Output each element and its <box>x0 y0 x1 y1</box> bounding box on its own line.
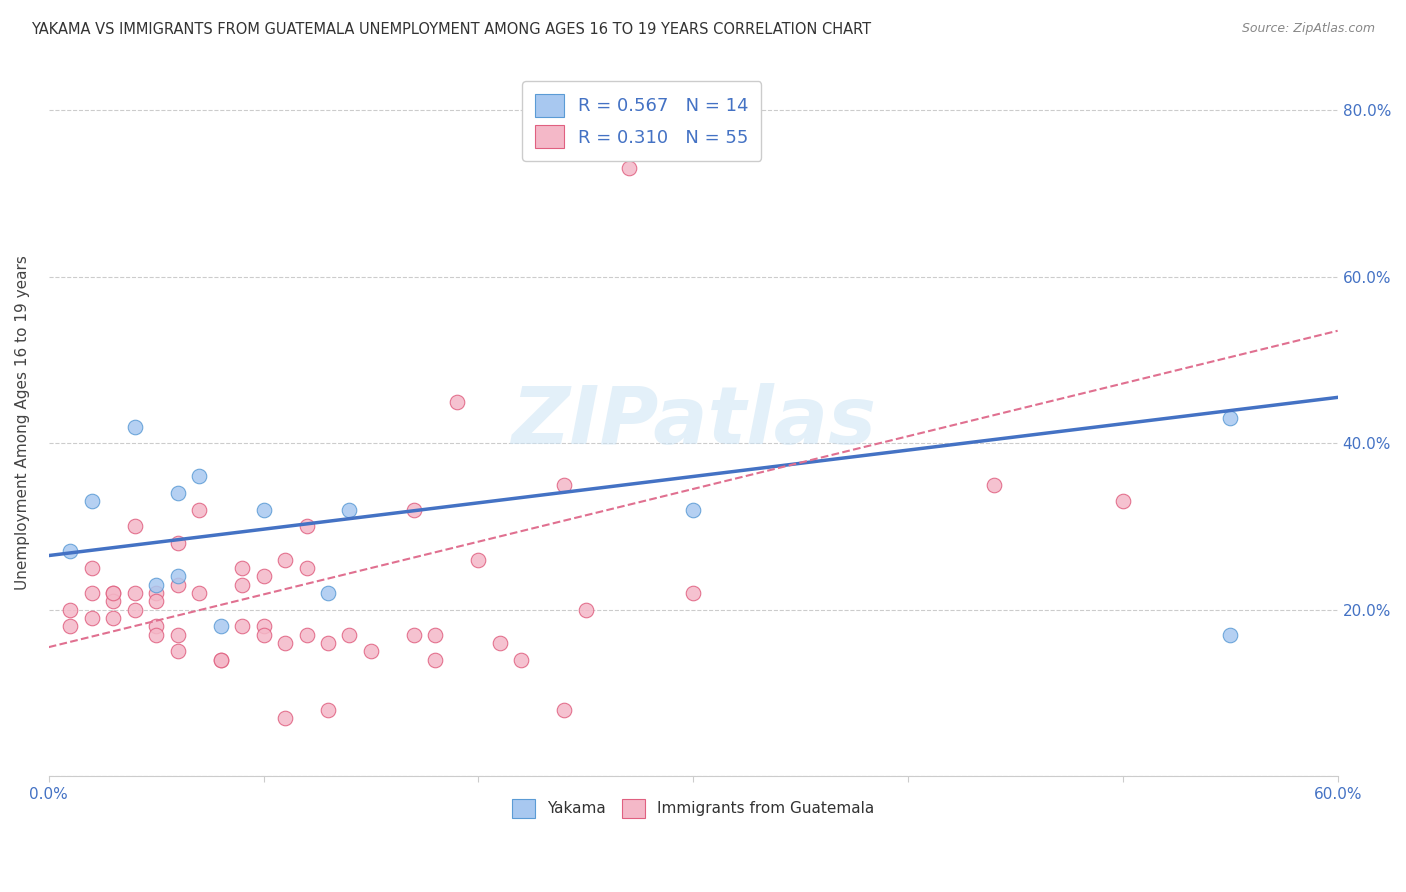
Point <box>188 469 211 483</box>
Point <box>682 502 704 516</box>
Point <box>316 586 339 600</box>
Point <box>1112 494 1135 508</box>
Point <box>124 419 146 434</box>
Point <box>1219 627 1241 641</box>
Point <box>252 569 274 583</box>
Point <box>103 611 125 625</box>
Point <box>145 577 167 591</box>
Point <box>59 602 82 616</box>
Point <box>166 577 188 591</box>
Point <box>553 702 575 716</box>
Point <box>80 494 103 508</box>
Point <box>252 627 274 641</box>
Point <box>166 627 188 641</box>
Point <box>575 602 598 616</box>
Point <box>316 702 339 716</box>
Point <box>231 619 253 633</box>
Point <box>188 586 211 600</box>
Legend: Yakama, Immigrants from Guatemala: Yakama, Immigrants from Guatemala <box>505 791 882 825</box>
Point <box>103 586 125 600</box>
Point <box>145 586 167 600</box>
Point <box>983 477 1005 491</box>
Point <box>252 619 274 633</box>
Point <box>316 636 339 650</box>
Point <box>59 619 82 633</box>
Point <box>402 627 425 641</box>
Point <box>252 502 274 516</box>
Point <box>166 486 188 500</box>
Point <box>231 577 253 591</box>
Point <box>446 394 468 409</box>
Point <box>209 652 232 666</box>
Text: Source: ZipAtlas.com: Source: ZipAtlas.com <box>1241 22 1375 36</box>
Point <box>295 561 318 575</box>
Point <box>510 652 533 666</box>
Point <box>80 611 103 625</box>
Point <box>209 652 232 666</box>
Point <box>166 644 188 658</box>
Point <box>209 619 232 633</box>
Point <box>295 627 318 641</box>
Point <box>339 502 361 516</box>
Point <box>166 569 188 583</box>
Point <box>59 544 82 558</box>
Point <box>360 644 382 658</box>
Point <box>188 502 211 516</box>
Y-axis label: Unemployment Among Ages 16 to 19 years: Unemployment Among Ages 16 to 19 years <box>15 255 30 590</box>
Point <box>425 652 447 666</box>
Point <box>274 636 297 650</box>
Point <box>103 586 125 600</box>
Point <box>467 552 489 566</box>
Point <box>489 636 512 650</box>
Point <box>124 602 146 616</box>
Text: ZIPatlas: ZIPatlas <box>510 384 876 461</box>
Text: YAKAMA VS IMMIGRANTS FROM GUATEMALA UNEMPLOYMENT AMONG AGES 16 TO 19 YEARS CORRE: YAKAMA VS IMMIGRANTS FROM GUATEMALA UNEM… <box>31 22 872 37</box>
Point <box>339 627 361 641</box>
Point <box>145 619 167 633</box>
Point <box>166 536 188 550</box>
Point <box>103 594 125 608</box>
Point <box>295 519 318 533</box>
Point <box>124 519 146 533</box>
Point <box>80 586 103 600</box>
Point <box>402 502 425 516</box>
Point <box>274 552 297 566</box>
Point <box>617 161 640 176</box>
Point <box>1219 411 1241 425</box>
Point <box>274 711 297 725</box>
Point <box>124 586 146 600</box>
Point <box>425 627 447 641</box>
Point <box>553 477 575 491</box>
Point <box>145 594 167 608</box>
Point <box>231 561 253 575</box>
Point <box>80 561 103 575</box>
Point <box>682 586 704 600</box>
Point <box>145 627 167 641</box>
